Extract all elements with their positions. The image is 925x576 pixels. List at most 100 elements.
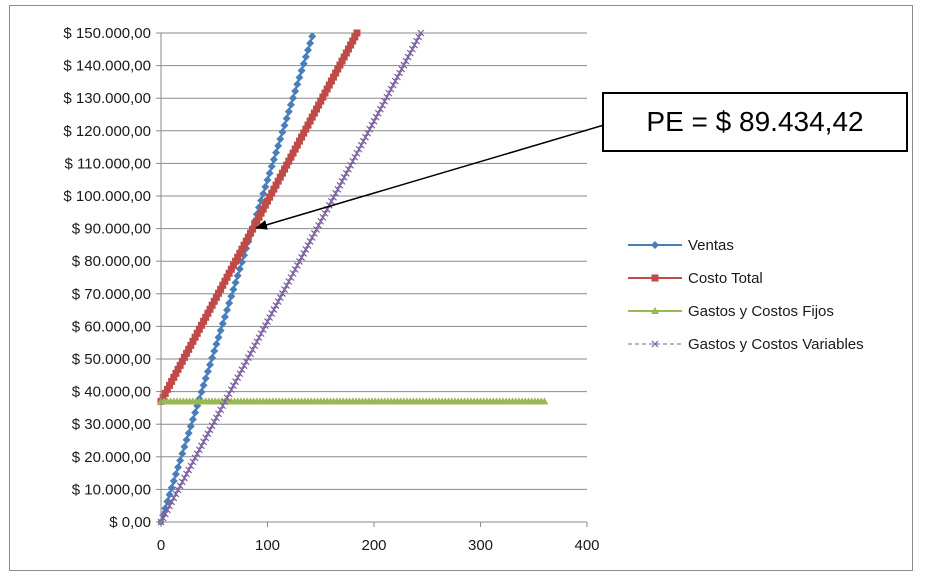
data-point bbox=[284, 107, 293, 116]
data-point bbox=[242, 237, 250, 245]
data-point bbox=[215, 410, 222, 418]
data-point bbox=[349, 37, 357, 45]
data-point bbox=[193, 450, 201, 458]
data-point bbox=[234, 374, 242, 382]
data-point bbox=[244, 354, 252, 362]
data-point bbox=[366, 125, 374, 133]
data-point bbox=[183, 470, 190, 478]
y-tick-label: $ 80.000,00 bbox=[72, 253, 151, 270]
data-point bbox=[406, 49, 414, 57]
data-point bbox=[161, 389, 169, 397]
data-point bbox=[221, 277, 229, 285]
data-point bbox=[255, 213, 263, 221]
data-point bbox=[374, 109, 382, 117]
data-point bbox=[306, 238, 314, 245]
data-point bbox=[200, 438, 208, 446]
data-point bbox=[198, 442, 205, 450]
data-point bbox=[308, 233, 316, 241]
data-point bbox=[191, 454, 199, 462]
y-tick-label: $ 70.000,00 bbox=[72, 286, 151, 303]
data-point bbox=[300, 250, 308, 257]
data-point bbox=[293, 141, 301, 149]
data-point bbox=[286, 100, 295, 109]
data-point bbox=[208, 353, 217, 362]
data-point bbox=[342, 169, 350, 177]
data-point bbox=[244, 233, 252, 241]
data-point bbox=[187, 462, 195, 470]
data-point bbox=[387, 85, 395, 93]
y-tick-label: $ 60.000,00 bbox=[72, 318, 151, 335]
data-point bbox=[214, 333, 223, 342]
data-point bbox=[299, 59, 308, 68]
data-point bbox=[249, 346, 257, 354]
data-point bbox=[218, 319, 227, 328]
data-point bbox=[210, 297, 218, 305]
data-point bbox=[178, 449, 187, 458]
data-point bbox=[185, 345, 193, 353]
data-point bbox=[231, 278, 240, 287]
x-tick-label: 0 bbox=[157, 537, 165, 554]
data-point bbox=[170, 373, 178, 381]
legend-item: Ventas bbox=[628, 237, 734, 254]
data-point bbox=[278, 169, 286, 177]
data-point bbox=[233, 271, 242, 280]
data-point bbox=[300, 129, 308, 137]
data-point bbox=[540, 397, 549, 405]
data-point bbox=[394, 73, 401, 81]
data-point bbox=[182, 435, 191, 444]
data-point bbox=[232, 257, 240, 265]
data-point bbox=[178, 357, 186, 365]
data-point bbox=[171, 470, 180, 479]
data-point bbox=[287, 274, 295, 281]
data-point bbox=[227, 292, 236, 301]
data-point bbox=[330, 73, 338, 81]
data-point bbox=[180, 353, 188, 361]
legend-marker bbox=[651, 307, 659, 314]
data-point bbox=[259, 189, 268, 198]
data-point bbox=[301, 52, 310, 61]
y-tick-label: $ 110.000,00 bbox=[65, 155, 151, 172]
data-point bbox=[232, 378, 239, 386]
data-point bbox=[174, 365, 182, 373]
data-point bbox=[238, 245, 246, 253]
data-point bbox=[167, 483, 176, 492]
data-point bbox=[298, 254, 306, 261]
data-point bbox=[240, 241, 248, 249]
data-point bbox=[389, 81, 397, 89]
data-point bbox=[278, 290, 286, 297]
data-point bbox=[297, 66, 306, 75]
data-point bbox=[308, 32, 317, 41]
data-point bbox=[312, 105, 320, 113]
data-point bbox=[408, 45, 416, 53]
legend-label: Ventas bbox=[688, 237, 734, 254]
data-point bbox=[212, 293, 220, 301]
data-point bbox=[332, 69, 340, 77]
data-point bbox=[340, 53, 348, 61]
data-point bbox=[351, 33, 359, 41]
data-point bbox=[235, 264, 244, 273]
y-tick-label: $ 20.000,00 bbox=[72, 449, 151, 466]
y-tick-label: $ 50.000,00 bbox=[72, 351, 151, 368]
data-point bbox=[263, 176, 272, 185]
data-point bbox=[174, 463, 183, 472]
data-point bbox=[349, 157, 357, 165]
data-point bbox=[323, 85, 331, 93]
data-point bbox=[368, 121, 376, 129]
data-point bbox=[319, 213, 327, 221]
data-point bbox=[203, 367, 212, 376]
data-point bbox=[206, 426, 214, 434]
data-point bbox=[372, 113, 380, 121]
data-point bbox=[204, 430, 212, 438]
data-point bbox=[332, 189, 340, 197]
data-point bbox=[315, 221, 323, 229]
data-point bbox=[285, 157, 293, 165]
data-point bbox=[298, 133, 306, 141]
data-point bbox=[345, 165, 352, 173]
data-point bbox=[272, 148, 281, 157]
data-point bbox=[251, 221, 259, 229]
data-point bbox=[174, 486, 182, 494]
data-point bbox=[404, 53, 412, 61]
data-point bbox=[270, 185, 278, 193]
data-point bbox=[176, 361, 184, 369]
data-point bbox=[268, 189, 276, 197]
